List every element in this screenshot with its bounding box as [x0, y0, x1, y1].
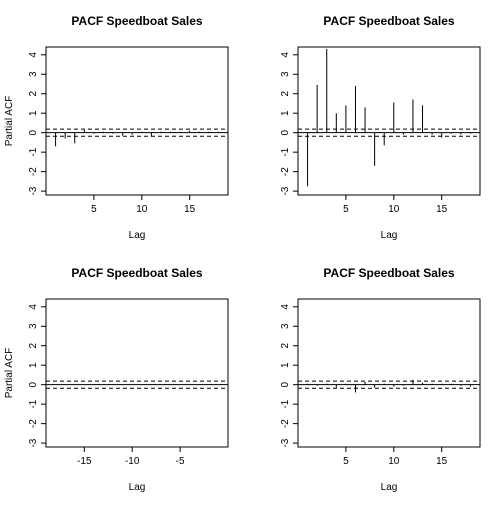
y-tick-label: 3	[28, 71, 39, 77]
y-tick-label: -1	[280, 399, 291, 408]
y-tick-label: 3	[280, 323, 291, 329]
chart-title: PACF Speedboat Sales	[71, 14, 202, 28]
y-tick-label: 2	[280, 343, 291, 349]
y-tick-label: 1	[28, 362, 39, 368]
y-tick-label: -3	[28, 438, 39, 447]
plot-frame	[46, 299, 228, 447]
x-axis-label: Lag	[129, 230, 146, 241]
x-tick-label: 5	[343, 204, 349, 215]
y-tick-label: -3	[280, 186, 291, 195]
y-tick-label: -2	[28, 167, 39, 176]
y-axis-label: Partial ACF	[4, 348, 15, 399]
y-tick-label: -1	[28, 147, 39, 156]
y-tick-label: 3	[28, 323, 39, 329]
y-tick-label: 4	[280, 304, 291, 310]
x-tick-label: 10	[388, 456, 400, 467]
x-tick-label: 15	[436, 456, 448, 467]
y-tick-label: -2	[28, 419, 39, 428]
y-tick-label: 1	[28, 110, 39, 116]
y-tick-label: 0	[280, 381, 291, 387]
y-tick-label: -2	[280, 167, 291, 176]
y-tick-label: 1	[280, 362, 291, 368]
y-tick-label: 4	[280, 52, 291, 58]
pacf-panel-1: PACF Speedboat Sales 5 10 15 -3 -2 -1 0 1 2 3 4 Lag P…	[4, 14, 228, 241]
y-tick-label: 0	[28, 129, 39, 135]
y-tick-label: 0	[28, 381, 39, 387]
x-axis-label: Lag	[381, 230, 398, 241]
pacf-panel-2: PACF Speedboat Sales 5 10 15 -3 -2 -1 0 1 2 3 4 Lag	[280, 14, 480, 241]
y-tick-label: -1	[28, 399, 39, 408]
y-axis-label: Partial ACF	[4, 96, 15, 147]
y-tick-label: -3	[280, 438, 291, 447]
plot-frame	[298, 47, 480, 195]
chart-title: PACF Speedboat Sales	[323, 266, 454, 280]
y-tick-label: 1	[280, 110, 291, 116]
x-tick-label: 5	[91, 204, 97, 215]
x-tick-label: -10	[125, 456, 140, 467]
x-axis-label: Lag	[381, 482, 398, 493]
y-tick-label: 0	[280, 129, 291, 135]
chart-title: PACF Speedboat Sales	[323, 14, 454, 28]
y-tick-label: 2	[28, 343, 39, 349]
plot-frame	[46, 47, 228, 195]
x-tick-label: -15	[77, 456, 92, 467]
x-tick-label: 5	[343, 456, 349, 467]
x-tick-label: 15	[184, 204, 196, 215]
x-tick-label: 10	[136, 204, 148, 215]
y-tick-label: 3	[280, 71, 291, 77]
y-tick-label: -1	[280, 147, 291, 156]
y-tick-label: -3	[28, 186, 39, 195]
y-tick-label: -2	[280, 419, 291, 428]
plot-frame	[298, 299, 480, 447]
y-tick-label: 4	[28, 52, 39, 58]
pacf-panel-3: PACF Speedboat Sales-15 -10 -5-3-2-101234L…	[4, 266, 228, 493]
y-tick-label: 2	[280, 91, 291, 97]
y-tick-label: 4	[28, 304, 39, 310]
x-tick-label: -5	[176, 456, 185, 467]
x-tick-label: 15	[436, 204, 448, 215]
x-tick-label: 10	[388, 204, 400, 215]
chart-title: PACF Speedboat Sales	[71, 266, 202, 280]
x-axis-label: Lag	[129, 482, 146, 493]
y-tick-label: 2	[28, 91, 39, 97]
pacf-panel-4: PACF Speedboat Sales 5 10 15 -3 -2 -1 0 1 2 3 4 Lag	[280, 266, 480, 493]
